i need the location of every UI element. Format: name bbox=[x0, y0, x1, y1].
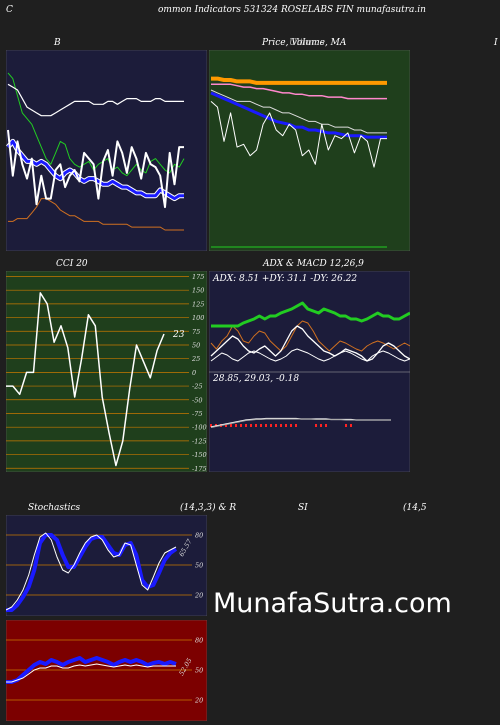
stoch-tick-label: 80 bbox=[195, 532, 203, 540]
macd-signal-line bbox=[210, 418, 391, 428]
cci-tick-label: 75 bbox=[192, 328, 200, 336]
rsi-d-line bbox=[6, 663, 176, 683]
cci-line bbox=[6, 292, 165, 467]
cci-panel-title: CCI 20 bbox=[56, 259, 88, 269]
price-panel-overlap: Ultimas bbox=[289, 38, 325, 48]
rsi-tick-label: 20 bbox=[194, 697, 203, 705]
bb-middle-line bbox=[7, 83, 184, 117]
macd-values: 28.85, 29.03, -0.18 bbox=[213, 374, 300, 384]
adx-panel-title: ADX & MACD 12,26,9 bbox=[263, 259, 364, 269]
cci-tick-label: -150 bbox=[192, 451, 207, 459]
adx-values: ADX: 8.51 +DY: 31.1 -DY: 26.22 bbox=[213, 274, 358, 284]
cci-tick-label: -25 bbox=[192, 383, 202, 391]
bb-panel-title: B bbox=[54, 38, 61, 48]
rsi-tick-label: 50 bbox=[195, 667, 203, 675]
cci-last-value: 23 bbox=[172, 330, 185, 340]
price-ma-gray bbox=[210, 89, 387, 134]
cci-tick-label: 125 bbox=[192, 300, 204, 308]
adx-line bbox=[210, 348, 410, 362]
cci-tick-label: 0 bbox=[192, 369, 196, 377]
price-close-line bbox=[210, 101, 387, 168]
right-edge-label: I bbox=[494, 38, 498, 48]
stoch-tick-label: 50 bbox=[195, 562, 203, 570]
cci-chart: 175 150 125 100 75 50 25 0 -25 -50 -75 -100 -125 -150… bbox=[6, 271, 207, 472]
header-left: C bbox=[6, 5, 13, 15]
cci-tick-label: -100 bbox=[192, 424, 207, 432]
rsi-panel-params: (14,5 bbox=[403, 503, 427, 513]
adx-green-line bbox=[211, 301, 410, 328]
rsi-panel-title: SI bbox=[298, 503, 308, 513]
bb-price-line bbox=[7, 129, 184, 209]
cci-tick-label: 25 bbox=[191, 355, 200, 363]
bb-upper-band bbox=[7, 72, 185, 177]
adx-minus-di bbox=[210, 320, 410, 352]
stoch-panel-params: (14,3,3) & R bbox=[180, 503, 237, 513]
bollinger-chart bbox=[6, 50, 207, 251]
stoch-panel-title: Stochastics bbox=[28, 503, 81, 513]
cci-tick-label: -50 bbox=[192, 396, 202, 404]
stoch-k-line bbox=[6, 533, 178, 612]
cci-tick-label: 150 bbox=[192, 287, 204, 295]
stoch-d-line bbox=[6, 532, 177, 611]
rsi-k-line bbox=[6, 656, 177, 684]
cci-tick-label: -125 bbox=[192, 437, 207, 445]
watermark: MunafaSutra.com bbox=[213, 588, 452, 619]
bb-lower-band bbox=[8, 198, 184, 231]
adx-chart bbox=[209, 271, 410, 472]
price-ma-pink bbox=[211, 83, 387, 100]
cci-tick-label: -75 bbox=[192, 410, 202, 418]
cci-tick-label: 50 bbox=[192, 341, 200, 349]
cci-tick-label: -175 bbox=[192, 465, 207, 472]
cci-tick-label: 100 bbox=[192, 314, 204, 322]
price-ma-chart bbox=[209, 50, 410, 251]
price-panel-title: Price, Volume, MA bbox=[262, 38, 347, 48]
price-ma-blue bbox=[210, 91, 387, 139]
cci-tick-label: 175 bbox=[192, 273, 204, 281]
rsi-tick-label: 80 bbox=[195, 637, 203, 645]
stoch-tick-label: 20 bbox=[194, 592, 203, 600]
price-ma-orange bbox=[211, 76, 387, 85]
page-title: ommon Indicators 531324 ROSELABS FIN mun… bbox=[158, 5, 426, 15]
